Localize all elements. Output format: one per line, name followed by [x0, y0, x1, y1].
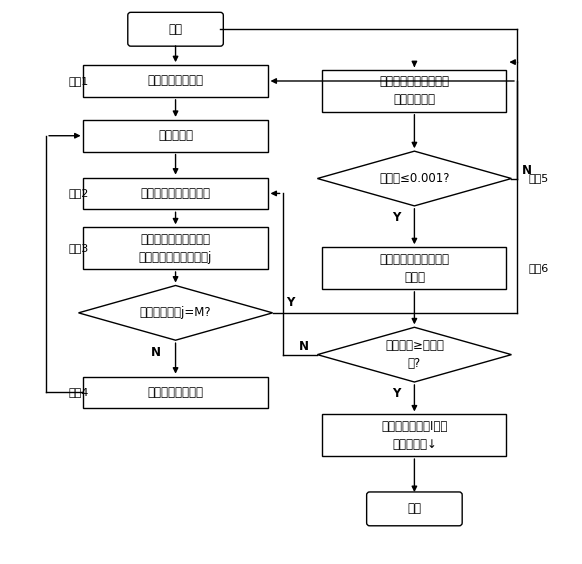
- Text: 尺寸误差模拟函数: 尺寸误差模拟函数: [148, 74, 204, 87]
- Bar: [83, 120, 268, 152]
- Bar: [83, 65, 268, 97]
- Text: 变化量≤0.001?: 变化量≤0.001?: [379, 172, 450, 185]
- Text: 结束: 结束: [407, 503, 421, 515]
- Text: 步骤1: 步骤1: [69, 76, 89, 86]
- Text: 某个测量点的实际直径: 某个测量点的实际直径: [141, 187, 211, 200]
- Text: 计算截面个数产生的测
量误差: 计算截面个数产生的测 量误差: [379, 253, 449, 284]
- Bar: [322, 415, 506, 456]
- Text: 减少截面数: 减少截面数: [158, 129, 193, 142]
- Bar: [83, 178, 268, 209]
- Text: 步骤3: 步骤3: [69, 243, 89, 253]
- FancyBboxPatch shape: [367, 492, 462, 526]
- Text: Y: Y: [392, 212, 400, 224]
- Text: 步骤4: 步骤4: [69, 387, 89, 398]
- Text: 达到模拟次数j=M?: 达到模拟次数j=M?: [140, 306, 211, 319]
- Text: 开始: 开始: [169, 23, 183, 36]
- Polygon shape: [317, 151, 512, 206]
- Bar: [83, 377, 268, 408]
- Text: 步骤5: 步骤5: [528, 174, 549, 183]
- Bar: [322, 247, 506, 289]
- Text: 步骤6: 步骤6: [528, 263, 549, 273]
- Text: 计算极限当量尺寸: 计算极限当量尺寸: [148, 386, 204, 399]
- Text: N: N: [299, 340, 308, 353]
- Bar: [322, 70, 506, 112]
- Polygon shape: [317, 327, 512, 382]
- Text: 步骤2: 步骤2: [69, 188, 89, 199]
- FancyBboxPatch shape: [128, 12, 223, 46]
- Text: N: N: [523, 164, 533, 177]
- Text: 测量误差≥测量允
差?: 测量误差≥测量允 差?: [385, 339, 444, 370]
- Polygon shape: [79, 285, 272, 340]
- Text: 计算极限当量尺寸的平
均值的变化量: 计算极限当量尺寸的平 均值的变化量: [379, 76, 449, 107]
- Text: Y: Y: [392, 387, 400, 400]
- Text: 最佳截面个数为I，计
算测量间距↓: 最佳截面个数为I，计 算测量间距↓: [381, 420, 448, 451]
- Text: 根据测点不确定度产生
可能的随机测点集次数j: 根据测点不确定度产生 可能的随机测点集次数j: [139, 233, 212, 263]
- Text: N: N: [151, 346, 161, 359]
- Text: Y: Y: [286, 297, 294, 310]
- Bar: [83, 227, 268, 269]
